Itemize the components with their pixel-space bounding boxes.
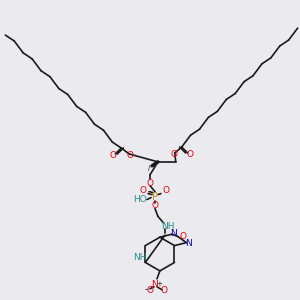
Text: O: O — [127, 152, 134, 160]
Text: /: / — [148, 165, 150, 171]
Text: N: N — [170, 229, 177, 238]
Text: O: O — [140, 186, 147, 195]
Text: O: O — [110, 152, 117, 160]
Text: O: O — [170, 151, 177, 160]
Text: N: N — [185, 239, 192, 248]
Text: O: O — [162, 186, 169, 195]
Text: N: N — [152, 280, 158, 289]
Text: P: P — [152, 192, 158, 202]
Text: NH: NH — [134, 253, 147, 262]
Text: O: O — [160, 286, 167, 295]
Text: HO: HO — [133, 195, 147, 204]
Text: O: O — [152, 201, 158, 210]
Text: NH: NH — [161, 222, 175, 231]
Text: O: O — [186, 151, 193, 160]
Text: O: O — [146, 179, 154, 188]
Text: O: O — [179, 232, 186, 241]
Text: -: - — [144, 284, 148, 294]
Text: O: O — [146, 286, 154, 295]
Text: +: + — [156, 281, 162, 287]
